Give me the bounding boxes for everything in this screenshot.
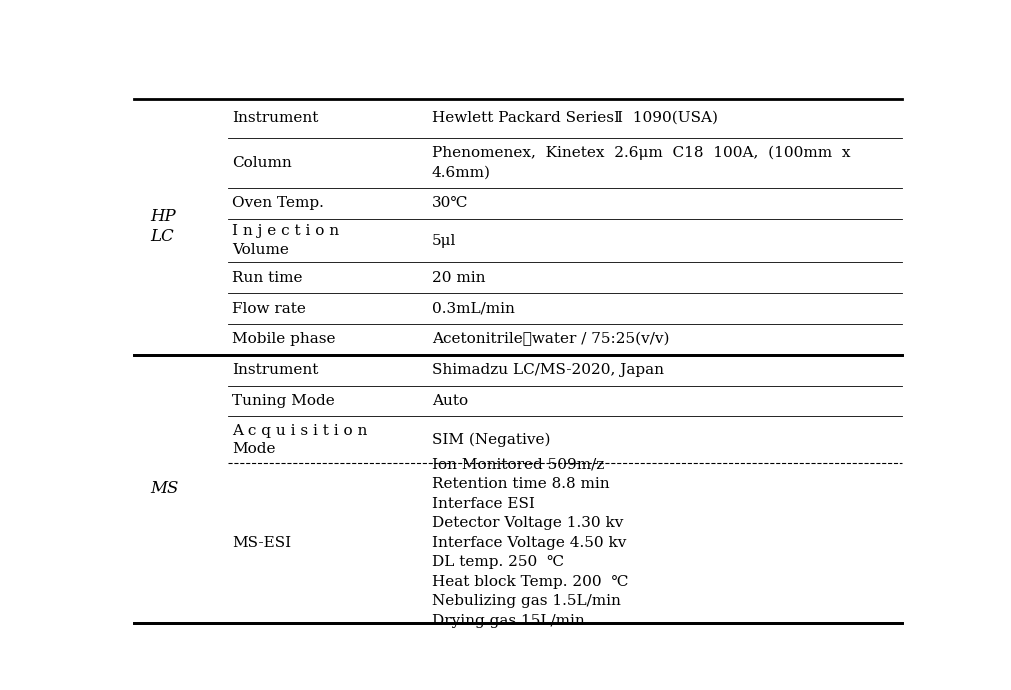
- Text: Run time: Run time: [233, 270, 302, 285]
- Text: Ion Monitored 509m/z
Retention time 8.8 min
Interface ESI
Detector Voltage 1.30 : Ion Monitored 509m/z Retention time 8.8 …: [432, 458, 628, 628]
- Text: 20 min: 20 min: [432, 270, 485, 285]
- Text: Instrument: Instrument: [233, 363, 318, 377]
- Text: Shimadzu LC/MS-2020, Japan: Shimadzu LC/MS-2020, Japan: [432, 363, 664, 377]
- Text: MS-ESI: MS-ESI: [233, 536, 291, 550]
- Text: Hewlett Packard SeriesⅡ  1090(USA): Hewlett Packard SeriesⅡ 1090(USA): [432, 111, 718, 125]
- Text: I n j e c t i o n
Volume: I n j e c t i o n Volume: [233, 224, 340, 257]
- Text: HP
LC: HP LC: [150, 208, 176, 245]
- Text: Mobile phase: Mobile phase: [233, 333, 336, 346]
- Text: Acetonitrile：water / 75:25(v/v): Acetonitrile：water / 75:25(v/v): [432, 333, 669, 346]
- Text: Auto: Auto: [432, 394, 468, 408]
- Text: Phenomenex,  Kinetex  2.6μm  C18  100A,  (100mm  x
4.6mm): Phenomenex, Kinetex 2.6μm C18 100A, (100…: [432, 146, 850, 179]
- Text: SIM (Negative): SIM (Negative): [432, 433, 550, 447]
- Text: A c q u i s i t i o n
Mode: A c q u i s i t i o n Mode: [233, 424, 368, 456]
- Text: MS: MS: [150, 480, 178, 497]
- Text: 30℃: 30℃: [432, 197, 468, 210]
- Text: Column: Column: [233, 156, 292, 170]
- Text: Flow rate: Flow rate: [233, 302, 306, 315]
- Text: Oven Temp.: Oven Temp.: [233, 197, 325, 210]
- Text: 0.3mL/min: 0.3mL/min: [432, 302, 515, 315]
- Text: 5μl: 5μl: [432, 234, 456, 248]
- Text: Tuning Mode: Tuning Mode: [233, 394, 335, 408]
- Text: Instrument: Instrument: [233, 111, 318, 125]
